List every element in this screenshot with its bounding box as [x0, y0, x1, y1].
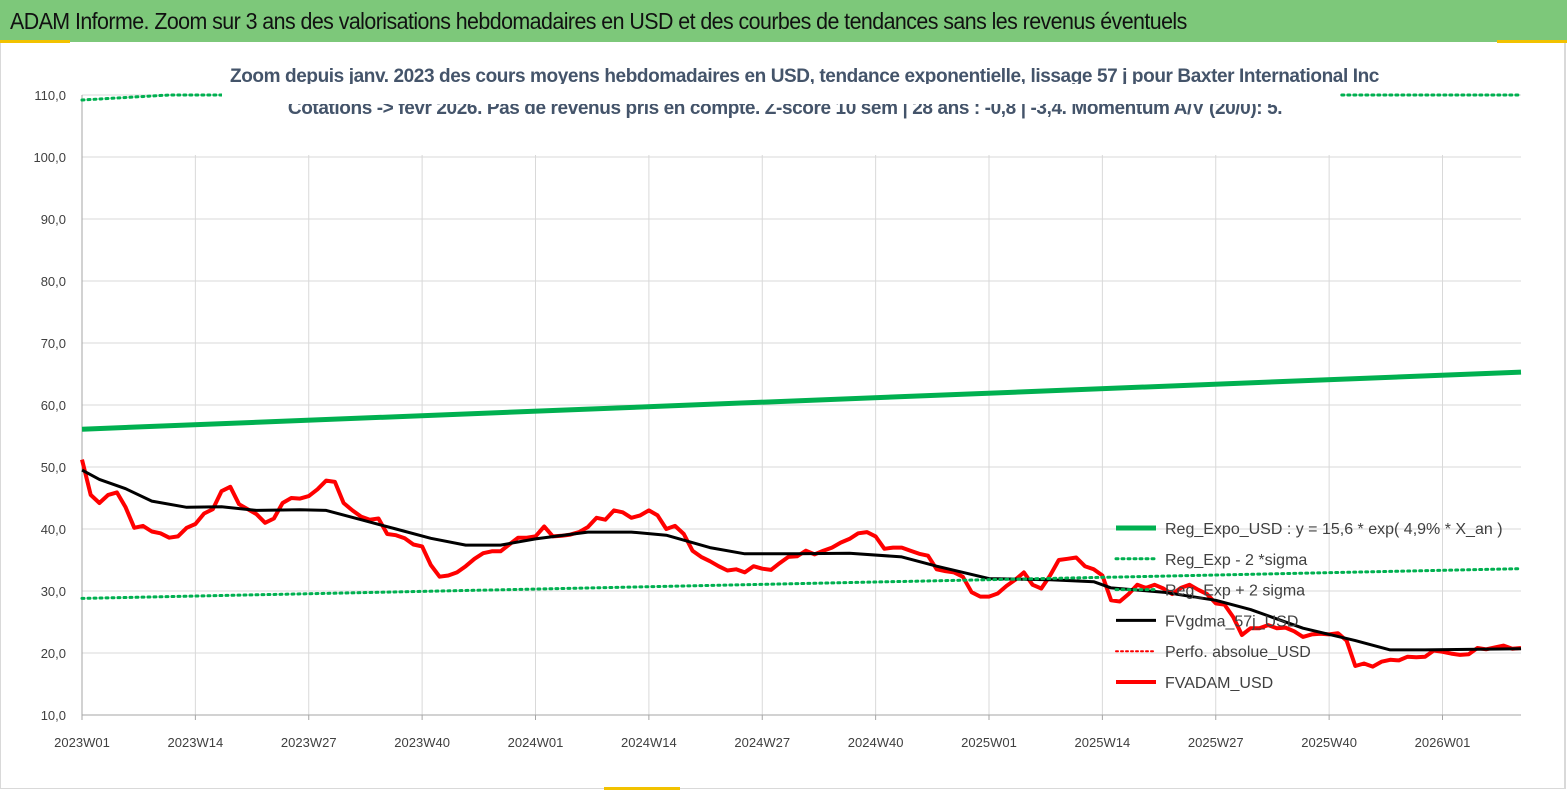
series-line-1 [80, 567, 1523, 600]
legend-label-5: FVADAM_USD [1165, 675, 1273, 692]
chart-frame [0, 43, 1566, 789]
y-tick-label: 50,0 [41, 460, 66, 475]
report-header-banner: ADAM Informe. Zoom sur 3 ans des valoris… [0, 0, 1567, 44]
x-tick-label: 2024W40 [848, 735, 904, 750]
x-tick-label: 2025W01 [961, 735, 1017, 750]
x-tick-label: 2025W40 [1301, 735, 1357, 750]
legend: Reg_Expo_USD : y = 15,6 * exp( 4,9% * X_… [1114, 521, 1503, 692]
series-lines [80, 84, 1523, 669]
x-tick-label: 2023W40 [394, 735, 450, 750]
y-tick-label: 70,0 [41, 336, 66, 351]
y-tick-label: 60,0 [41, 398, 66, 413]
header-accent-bar-right [1497, 40, 1567, 43]
x-tick-label: 2023W01 [54, 735, 110, 750]
footer-accent-bar [604, 787, 680, 790]
x-tick-label: 2023W14 [168, 735, 224, 750]
y-tick-label: 30,0 [41, 584, 66, 599]
y-tick-label: 80,0 [41, 274, 66, 289]
x-tick-label: 2025W27 [1188, 735, 1244, 750]
y-tick-label: 10,0 [41, 708, 66, 723]
y-tick-label: 110,0 [34, 88, 66, 103]
x-tick-label: 2024W27 [734, 735, 790, 750]
x-tick-label: 2026W01 [1415, 735, 1471, 750]
grid-lines [81, 94, 1521, 716]
y-tick-label: 100,0 [33, 150, 66, 165]
x-tick-label: 2025W14 [1075, 735, 1131, 750]
legend-label-0: Reg_Expo_USD : y = 15,6 * exp( 4,9% * X_… [1165, 521, 1503, 538]
legend-label-3: FVgdma_57j_USD [1165, 613, 1298, 630]
legend-label-4: Perfo. absolue_USD [1165, 644, 1311, 661]
series-line-0 [81, 369, 1522, 432]
chart-title-line-1: Zoom depuis janv. 2023 des cours moyens … [230, 66, 1379, 87]
report-title: ADAM Informe. Zoom sur 3 ans des valoris… [10, 8, 1187, 34]
y-tick-label: 40,0 [41, 522, 66, 537]
y-tick-label: 90,0 [41, 212, 66, 227]
series-line-2 [80, 93, 1523, 102]
legend-label-2: Reg_Exp + 2 sigma [1165, 583, 1305, 600]
series-line-3 [81, 468, 1522, 652]
x-tick-label: 2024W01 [508, 735, 564, 750]
y-tick-label: 20,0 [41, 646, 66, 661]
header-accent-bar-left [0, 40, 70, 43]
axes: 10,0 20,0 30,0 40,0 50,0 60,0 70,0 80,0 90,0 100,… [33, 88, 1521, 750]
legend-label-1: Reg_Exp - 2 *sigma [1165, 552, 1307, 569]
x-tick-label: 2023W27 [281, 735, 337, 750]
subtitle-background [222, 84, 1340, 104]
x-tick-label: 2024W14 [621, 735, 677, 750]
